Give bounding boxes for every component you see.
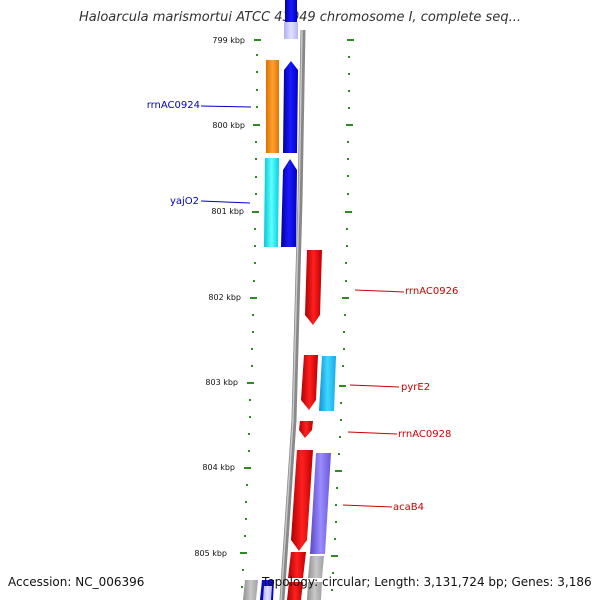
- position-label: 799 kbp: [212, 36, 245, 45]
- position-label: 800 kbp: [212, 121, 245, 130]
- position-label: 801 kbp: [211, 207, 244, 216]
- gene-label-rrnAC0928[interactable]: rrnAC0928: [398, 429, 451, 440]
- gene-arrow[interactable]: [266, 60, 279, 153]
- gene-arrow[interactable]: [305, 250, 322, 325]
- position-labels: 799 kbp 800 kbp 801 kbp 802 kbp 803 kbp …: [194, 36, 245, 558]
- ruler-left: [240, 39, 261, 588]
- genome-backbone-highlight: [280, 29, 303, 600]
- position-label: 804 kbp: [202, 463, 235, 472]
- gene-arrow[interactable]: [283, 61, 298, 153]
- gene-arrow[interactable]: [288, 552, 306, 578]
- gene-arrow[interactable]: [287, 582, 303, 600]
- position-label: 803 kbp: [205, 378, 238, 387]
- gene-arrow[interactable]: [301, 355, 318, 410]
- ruler-right: [331, 39, 354, 591]
- gene-arrow[interactable]: [299, 421, 313, 438]
- position-label: 802 kbp: [208, 293, 241, 302]
- gene-arrow[interactable]: [264, 158, 279, 247]
- gene-label-rrnAC0924[interactable]: rrnAC0924: [147, 100, 200, 111]
- gene-arrow[interactable]: [243, 580, 258, 600]
- accession-text: Accession: NC_006396: [8, 575, 145, 589]
- gene-label-acaB4[interactable]: acaB4: [393, 502, 424, 513]
- gene-arrow[interactable]: [310, 453, 331, 554]
- gene-label-yajO2[interactable]: yajO2: [170, 196, 199, 207]
- gene-arrow[interactable]: [319, 356, 336, 411]
- gene-arrow[interactable]: [307, 582, 322, 600]
- position-label: 805 kbp: [194, 549, 227, 558]
- gene-labels: rrnAC0924 yajO2 rrnAC0926 pyrE2 rrnAC092…: [147, 100, 459, 513]
- gene-label-rrnAC0926[interactable]: rrnAC0926: [405, 286, 458, 297]
- gene-arrow[interactable]: [284, 22, 298, 39]
- gene-label-pyrE2[interactable]: pyrE2: [401, 382, 430, 393]
- gene-arrow[interactable]: [308, 556, 324, 578]
- gene-leaders: [200, 105, 405, 508]
- map-title: Haloarcula marismortui ATCC 43049 chromo…: [79, 10, 521, 25]
- genome-backbone: [279, 29, 306, 600]
- gene-arrow[interactable]: [263, 586, 272, 600]
- gene-arrow[interactable]: [291, 450, 313, 551]
- gene-arrow[interactable]: [281, 159, 297, 247]
- topology-text: Topology: circular; Length: 3,131,724 bp…: [262, 575, 592, 589]
- gene-features: [243, 0, 336, 600]
